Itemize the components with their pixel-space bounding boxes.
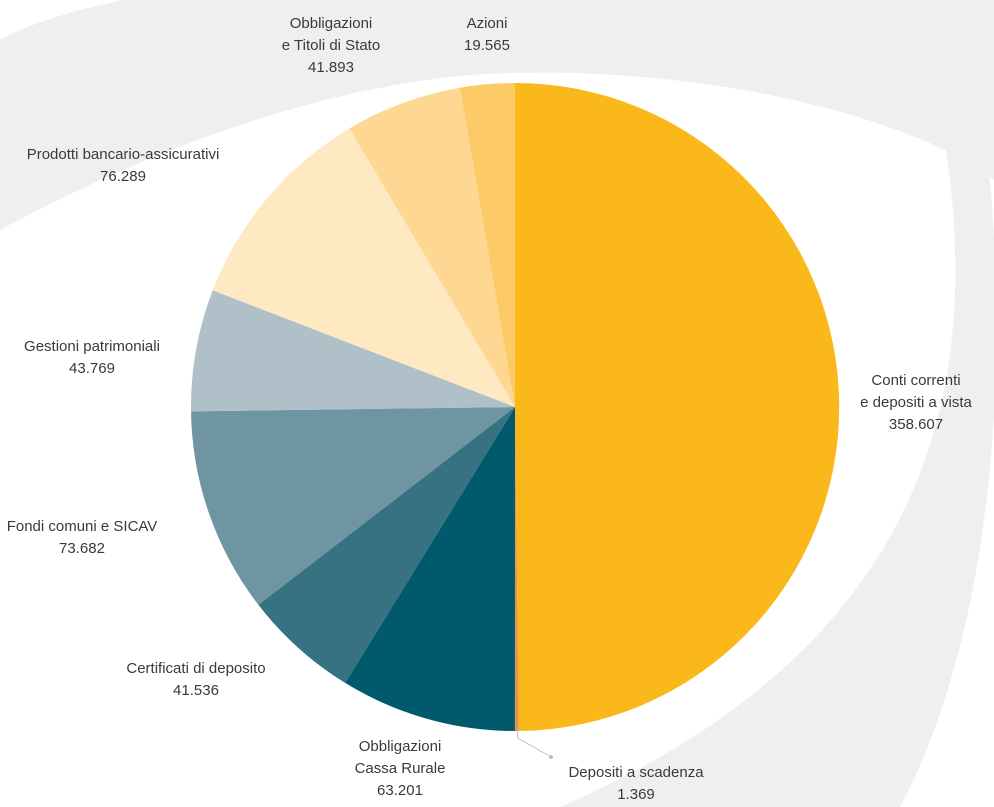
- slice-value: 43.769: [69, 360, 115, 377]
- data-label: Gestioni patrimoniali 43.769: [24, 336, 160, 380]
- pie-slice: [258, 407, 515, 683]
- data-label: Obbligazioni e Titoli di Stato 41.893: [282, 13, 380, 79]
- pie-slice: [459, 83, 515, 407]
- slice-label: e Titoli di Stato: [281, 37, 381, 54]
- data-label: Certificati di deposito 41.536: [126, 658, 265, 702]
- slice-label: Prodotti bancario-assicurativi: [26, 146, 220, 163]
- leader-line: [516, 728, 552, 758]
- pie-slice: [191, 290, 515, 412]
- slice-label: e depositi a vista: [860, 394, 972, 411]
- slice-value: 19.565: [464, 37, 510, 54]
- data-label: Depositi a scadenza 1.369: [568, 762, 703, 806]
- slice-label: Gestioni patrimoniali: [24, 338, 160, 355]
- slice-label: Conti correnti: [871, 372, 961, 389]
- slice-value: 63.201: [377, 782, 423, 799]
- slice-value: 76.289: [100, 168, 146, 185]
- data-label: Azioni 19.565: [464, 13, 510, 57]
- data-label: Prodotti bancario-assicurativi 76.289: [27, 144, 220, 188]
- slice-value: 73.682: [59, 540, 105, 557]
- pie-slice: [212, 128, 515, 407]
- slice-label: Certificati di deposito: [126, 660, 266, 677]
- leader-dot: [549, 755, 553, 759]
- slice-value: 358.607: [888, 416, 944, 433]
- data-label: Fondi comuni e SICAV 73.682: [7, 516, 158, 560]
- slice-label: Cassa Rurale: [354, 760, 446, 777]
- slice-label: Depositi a scadenza: [568, 764, 704, 781]
- background-swoosh-right: [560, 0, 994, 807]
- background-swoosh: [0, 0, 994, 230]
- slice-label: Obbligazioni: [358, 738, 442, 755]
- pie-slice: [514, 407, 519, 732]
- pie-slice: [191, 407, 515, 605]
- pie-slice: [345, 407, 515, 731]
- slice-value: 1.369: [617, 786, 655, 803]
- pie-slice: [349, 87, 515, 408]
- pie-slice: [515, 82, 840, 731]
- slice-value: 41.893: [308, 59, 354, 76]
- slice-label: Fondi comuni e SICAV: [6, 518, 158, 535]
- slice-label: Obbligazioni: [289, 15, 373, 32]
- data-label: Conti correnti e depositi a vista 358.607: [860, 370, 972, 436]
- slice-label: Azioni: [466, 15, 508, 32]
- slice-value: 41.536: [173, 682, 219, 699]
- data-label: Obbligazioni Cassa Rurale 63.201: [355, 736, 446, 802]
